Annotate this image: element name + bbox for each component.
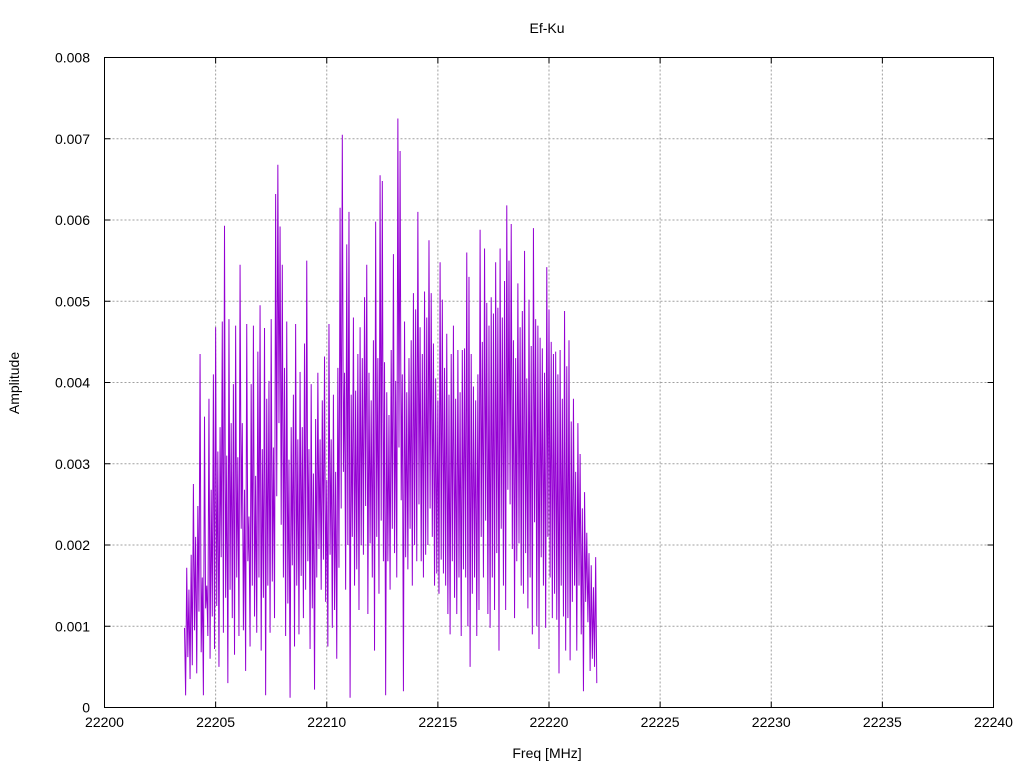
y-tick-label: 0.002 (55, 537, 90, 553)
y-tick-label: 0.004 (55, 375, 90, 391)
series-layer (184, 118, 598, 698)
x-tick-label: 22225 (641, 714, 680, 730)
x-tick-label: 22235 (863, 714, 902, 730)
series-line (184, 118, 598, 698)
y-tick-label: 0.006 (55, 212, 90, 228)
x-tick-label: 22240 (974, 714, 1013, 730)
y-tick-label: 0.005 (55, 293, 90, 309)
x-tick-label: 22210 (307, 714, 346, 730)
x-axis-title: Freq [MHz] (512, 745, 581, 761)
y-tick-label: 0.001 (55, 618, 90, 634)
x-tick-label: 22215 (418, 714, 457, 730)
chart-title: Ef-Ku (529, 20, 564, 36)
tick-labels: 22200 22205 22210 22215 22220 22225 22230 22235… (55, 50, 1013, 731)
plot-frame (104, 57, 994, 708)
x-tick-label: 22230 (752, 714, 791, 730)
y-tick-label: 0.007 (55, 131, 90, 147)
y-axis-title: Amplitude (6, 352, 22, 414)
y-tick-label: 0.003 (55, 456, 90, 472)
x-tick-label: 22220 (530, 714, 569, 730)
grid (104, 57, 994, 708)
y-tick-label: 0 (82, 700, 90, 716)
y-tick-label: 0.008 (55, 50, 90, 66)
x-tick-label: 22200 (85, 714, 124, 730)
x-tick-label: 22205 (196, 714, 235, 730)
